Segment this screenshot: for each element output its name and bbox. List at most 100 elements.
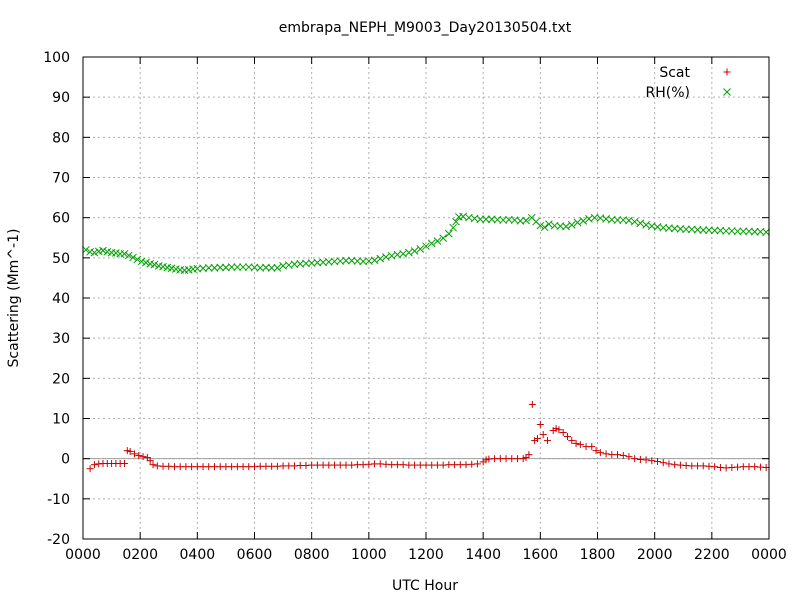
x-tick-label: 0200 bbox=[122, 547, 158, 563]
data-point bbox=[239, 263, 247, 271]
data-point bbox=[762, 228, 770, 236]
legend-label: Scat bbox=[659, 65, 690, 81]
data-point bbox=[568, 437, 576, 445]
data-point bbox=[126, 447, 134, 455]
grid bbox=[83, 57, 769, 539]
data-point bbox=[579, 217, 588, 225]
data-point bbox=[233, 263, 242, 271]
data-point bbox=[130, 450, 138, 458]
data-point bbox=[562, 222, 570, 231]
y-tick-label: 10 bbox=[52, 412, 70, 428]
data-point bbox=[533, 435, 541, 443]
data-point bbox=[699, 226, 708, 234]
data-point bbox=[536, 221, 545, 230]
y-tick-label: 80 bbox=[52, 130, 70, 146]
ticks bbox=[82, 56, 770, 540]
x-tick-label: 1000 bbox=[351, 547, 387, 563]
data-point bbox=[525, 451, 533, 459]
legend-marker bbox=[723, 88, 731, 96]
data-point bbox=[614, 451, 622, 459]
data-point bbox=[216, 263, 225, 272]
y-tick-label: -20 bbox=[47, 532, 70, 548]
data-point bbox=[473, 460, 481, 468]
data-point bbox=[555, 426, 563, 434]
data-point bbox=[149, 461, 157, 469]
legend-marker bbox=[723, 68, 731, 76]
x-tick-label: 1800 bbox=[580, 547, 616, 563]
data-point bbox=[572, 439, 580, 447]
y-tick-label: 30 bbox=[52, 331, 70, 347]
x-tick-label: 2000 bbox=[637, 547, 673, 563]
data-point bbox=[120, 459, 128, 467]
data-point bbox=[90, 461, 98, 469]
x-tick-label: 1400 bbox=[465, 547, 501, 563]
data-point bbox=[545, 220, 553, 228]
data-point bbox=[404, 248, 413, 257]
x-tick-label: 0000 bbox=[65, 547, 101, 563]
legend-label: RH(%) bbox=[646, 85, 690, 101]
data-point bbox=[124, 251, 133, 260]
data-point bbox=[576, 441, 584, 449]
data-point bbox=[449, 223, 458, 232]
data-point bbox=[137, 257, 146, 266]
data-point bbox=[482, 456, 490, 464]
data-point bbox=[619, 451, 627, 459]
data-point bbox=[86, 465, 94, 473]
data-point bbox=[422, 242, 430, 251]
data-point bbox=[439, 234, 448, 243]
x-tick-label: 1200 bbox=[408, 547, 444, 563]
data-point bbox=[750, 227, 759, 236]
data-point bbox=[143, 453, 151, 461]
data-point bbox=[636, 219, 645, 228]
y-tick-label: 70 bbox=[52, 171, 70, 187]
data-point bbox=[642, 456, 650, 464]
x-tick-label: 0000 bbox=[751, 547, 787, 563]
data-point bbox=[762, 464, 770, 472]
data-point bbox=[273, 264, 282, 272]
data-point bbox=[482, 215, 490, 224]
data-point bbox=[120, 249, 129, 258]
data-point bbox=[99, 246, 107, 255]
data-point bbox=[433, 237, 442, 245]
data-point bbox=[90, 248, 99, 257]
data-point bbox=[659, 459, 667, 467]
data-point bbox=[267, 264, 276, 272]
x-tick-labels: 0000 0200 0400 0600 0800 1000 1200 1400 1600 1800… bbox=[65, 547, 787, 563]
data-point bbox=[528, 400, 536, 408]
data-point bbox=[631, 455, 639, 463]
y-tick-label: 60 bbox=[52, 211, 70, 227]
data-point bbox=[625, 453, 633, 461]
data-point bbox=[123, 447, 131, 455]
data-point bbox=[539, 431, 547, 439]
data-point bbox=[630, 217, 639, 226]
data-point bbox=[536, 421, 544, 429]
x-tick-label: 1600 bbox=[523, 547, 559, 563]
data-point bbox=[711, 463, 719, 471]
data-point bbox=[376, 254, 385, 263]
data-point bbox=[567, 221, 576, 229]
data-point bbox=[519, 455, 527, 463]
data-point bbox=[410, 247, 419, 255]
series-layer bbox=[82, 212, 770, 473]
data-point bbox=[135, 451, 143, 459]
data-point bbox=[648, 457, 656, 465]
data-point bbox=[445, 229, 453, 238]
data-point bbox=[342, 256, 350, 265]
data-point bbox=[416, 245, 425, 253]
data-point bbox=[142, 258, 150, 267]
data-point bbox=[540, 223, 549, 232]
data-point bbox=[476, 215, 485, 224]
data-point bbox=[613, 216, 622, 224]
x-tick-label: 0600 bbox=[237, 547, 273, 563]
data-point bbox=[654, 457, 662, 465]
data-point bbox=[552, 425, 560, 433]
data-point bbox=[522, 216, 530, 225]
y-tick-labels: -20 -10 0 10 20 30 40 50 60 70 80 90 100 bbox=[43, 50, 70, 548]
series-scat bbox=[86, 400, 770, 473]
data-point bbox=[146, 457, 154, 465]
y-tick-label: -10 bbox=[47, 492, 70, 508]
data-point bbox=[573, 218, 582, 227]
series-rh bbox=[82, 212, 770, 275]
data-point bbox=[596, 449, 604, 457]
